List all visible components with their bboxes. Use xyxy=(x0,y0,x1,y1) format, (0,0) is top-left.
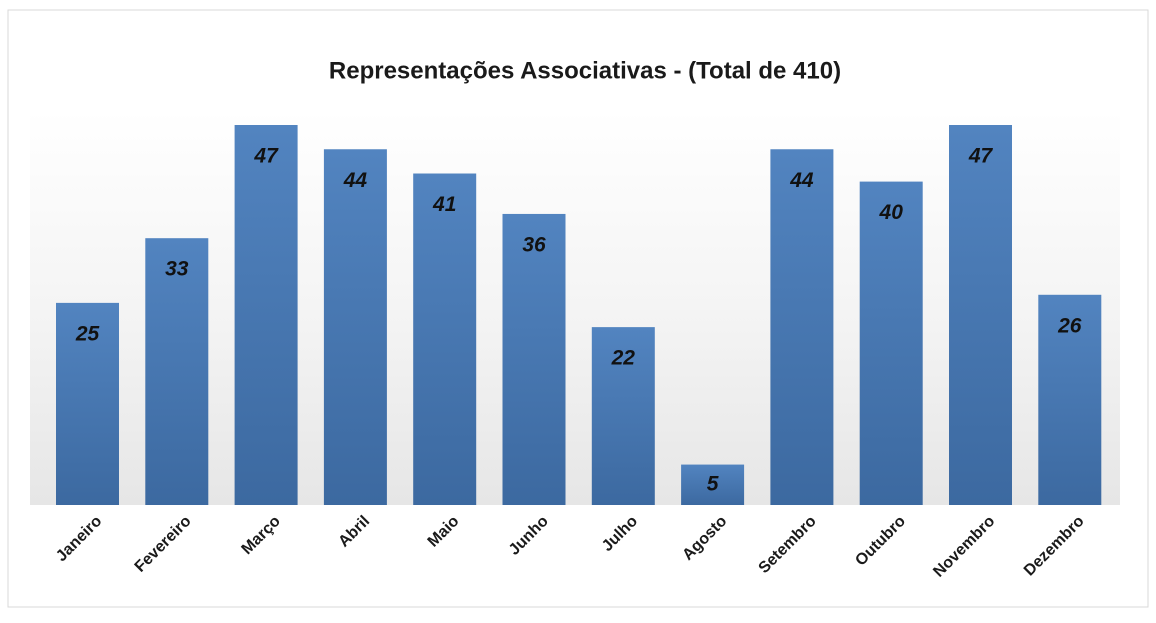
bar xyxy=(681,464,745,505)
data-label: 40 xyxy=(879,201,904,224)
data-label: 36 xyxy=(522,233,546,256)
plot-background xyxy=(30,110,1120,505)
bar xyxy=(859,181,923,505)
data-label: 41 xyxy=(432,193,456,216)
data-label: 47 xyxy=(968,145,994,168)
bar xyxy=(56,302,119,505)
data-label: 47 xyxy=(253,145,279,168)
bar xyxy=(234,125,298,505)
data-label: 5 xyxy=(707,472,719,495)
bar xyxy=(770,149,834,506)
chart-title: Representações Associativas - (Total de … xyxy=(329,57,841,84)
data-label: 44 xyxy=(789,169,814,192)
data-label: 22 xyxy=(611,347,636,370)
bar xyxy=(502,213,566,506)
bar xyxy=(413,173,477,506)
data-label: 26 xyxy=(1057,314,1082,337)
bar xyxy=(591,327,655,505)
bar xyxy=(1038,294,1102,505)
data-label: 25 xyxy=(75,322,100,345)
data-label: 44 xyxy=(343,169,368,192)
data-label: 33 xyxy=(165,258,189,281)
bar xyxy=(145,238,209,506)
bar xyxy=(323,149,387,506)
bar xyxy=(949,125,1012,505)
